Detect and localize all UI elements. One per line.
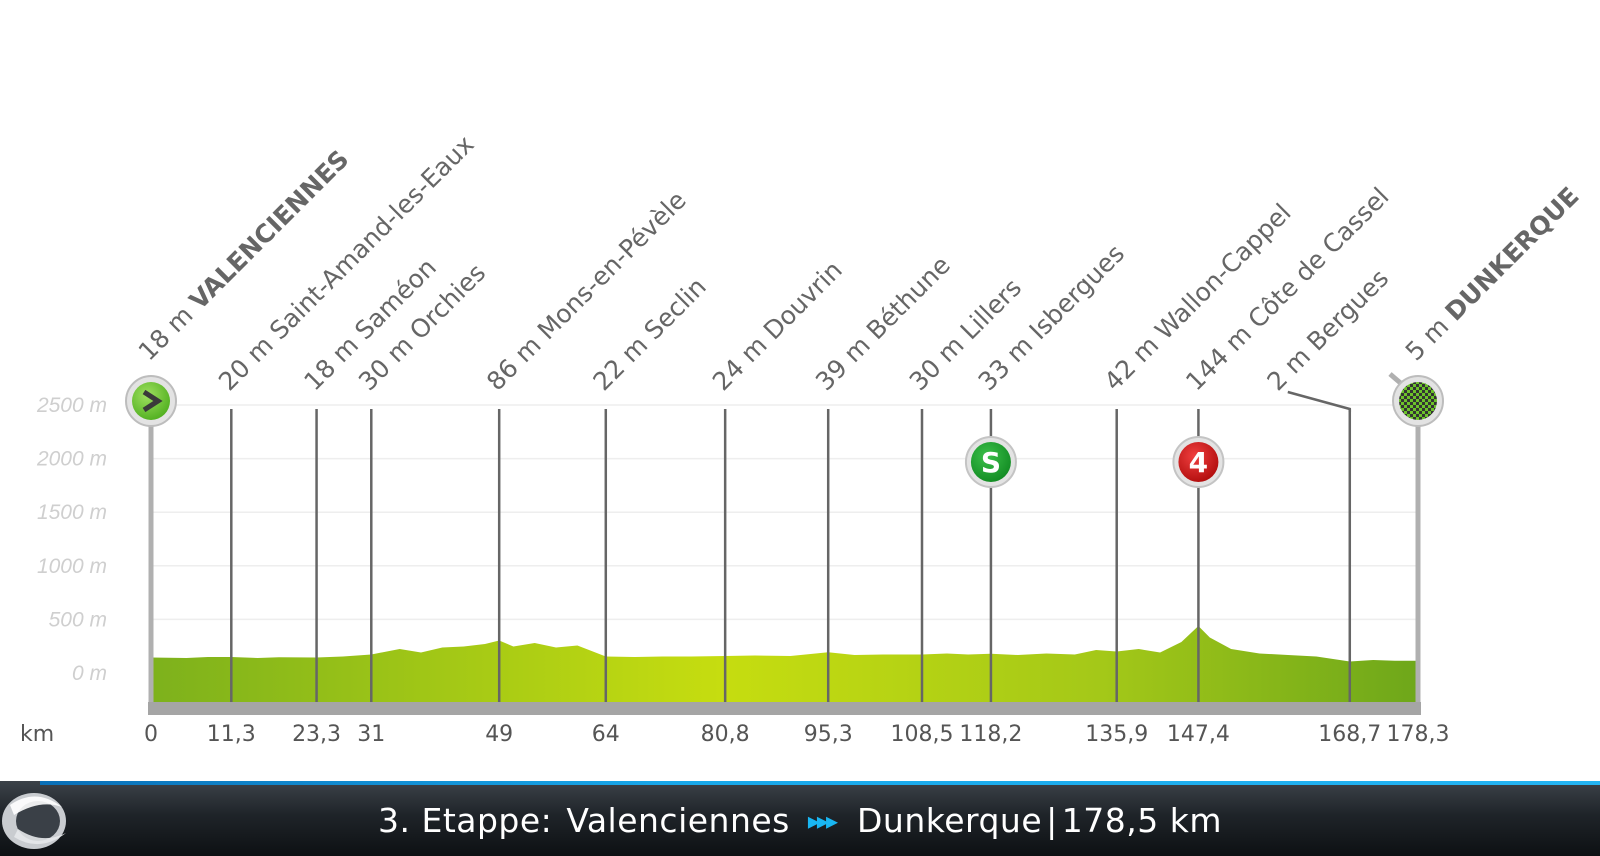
x-tick-label: 118,2 xyxy=(959,722,1022,747)
x-tick-label: 178,3 xyxy=(1387,722,1450,747)
separator: | xyxy=(1046,801,1058,840)
y-tick-label: 1500 m xyxy=(37,501,107,524)
waypoint-lines xyxy=(148,400,1421,702)
stage-number: 3. Etappe: xyxy=(378,801,553,840)
x-axis: km 0 11,3 23,3 31 49 64 80,8 95,3 108,5 118,2 135,9… xyxy=(20,722,1449,747)
x-tick-label: 95,3 xyxy=(804,722,853,747)
waypoint-label: 86 m Mons-en-Pévèle xyxy=(481,185,692,396)
sprint-marker-icon: S xyxy=(964,436,1017,488)
y-axis: 2500 m 2000 m 1500 m 1000 m 500 m 0 m xyxy=(36,394,107,685)
waypoint-name: Seclin xyxy=(638,272,711,345)
waypoint-name: Isbergues xyxy=(1024,239,1130,345)
x-tick-label: 31 xyxy=(357,722,385,747)
waypoint-name: Côte de Cassel xyxy=(1242,182,1394,334)
y-tick-label: 500 m xyxy=(49,608,107,631)
waypoint-label: 18 m VALENCIENNES xyxy=(133,144,355,366)
banner-title: 3. Etappe: Valenciennes ▸▸▸ Dunkerque | … xyxy=(0,781,1600,856)
waypoint-name: Douvrin xyxy=(758,255,848,345)
x-tick-label: 64 xyxy=(592,722,620,747)
x-tick-label: 23,3 xyxy=(292,722,341,747)
climb-category-icon: 4 xyxy=(1172,436,1225,488)
waypoint-leader-line xyxy=(1287,390,1352,412)
x-tick-label: 168,7 xyxy=(1318,722,1381,747)
x-tick-label: 135,9 xyxy=(1085,722,1148,747)
start-marker-icon xyxy=(125,375,177,427)
y-tick-label: 2500 m xyxy=(36,394,107,417)
waypoint-name: Béthune xyxy=(861,250,956,345)
waypoint-label: 5 m DUNKERQUE xyxy=(1400,181,1585,366)
finish-city: Dunkerque xyxy=(857,801,1043,840)
broadcaster-logo-icon xyxy=(2,793,66,849)
route-arrows-icon: ▸▸▸ xyxy=(807,806,838,835)
x-tick-label: 147,4 xyxy=(1167,722,1230,747)
x-tick-label: 11,3 xyxy=(207,722,256,747)
stage-banner: 3. Etappe: Valenciennes ▸▸▸ Dunkerque | … xyxy=(0,781,1600,856)
y-tick-label: 0 m xyxy=(72,662,107,685)
waypoint-name: DUNKERQUE xyxy=(1439,181,1584,326)
marker-label: 4 xyxy=(1189,446,1208,479)
x-axis-label: km xyxy=(20,722,54,747)
x-tick-label: 49 xyxy=(485,722,513,747)
stage-distance: 178,5 km xyxy=(1061,801,1222,840)
y-tick-label: 2000 m xyxy=(36,448,107,471)
elevation-area xyxy=(151,626,1418,702)
waypoint-name: Wallon-Cappel xyxy=(1149,198,1296,345)
banner-accent-line xyxy=(40,781,1600,785)
y-tick-label: 1000 m xyxy=(37,555,107,578)
grid-lines xyxy=(151,404,1418,621)
distance-axis-bar xyxy=(148,702,1421,715)
x-tick-label: 108,5 xyxy=(891,722,954,747)
start-city: Valenciennes xyxy=(566,801,790,840)
marker-label: S xyxy=(981,446,1001,479)
finish-marker-icon xyxy=(1388,372,1444,427)
x-tick-label: 80,8 xyxy=(701,722,750,747)
x-tick-label: 0 xyxy=(144,722,158,747)
waypoint-altitude: 144 m xyxy=(1180,314,1263,397)
elevation-profile xyxy=(148,626,1421,715)
